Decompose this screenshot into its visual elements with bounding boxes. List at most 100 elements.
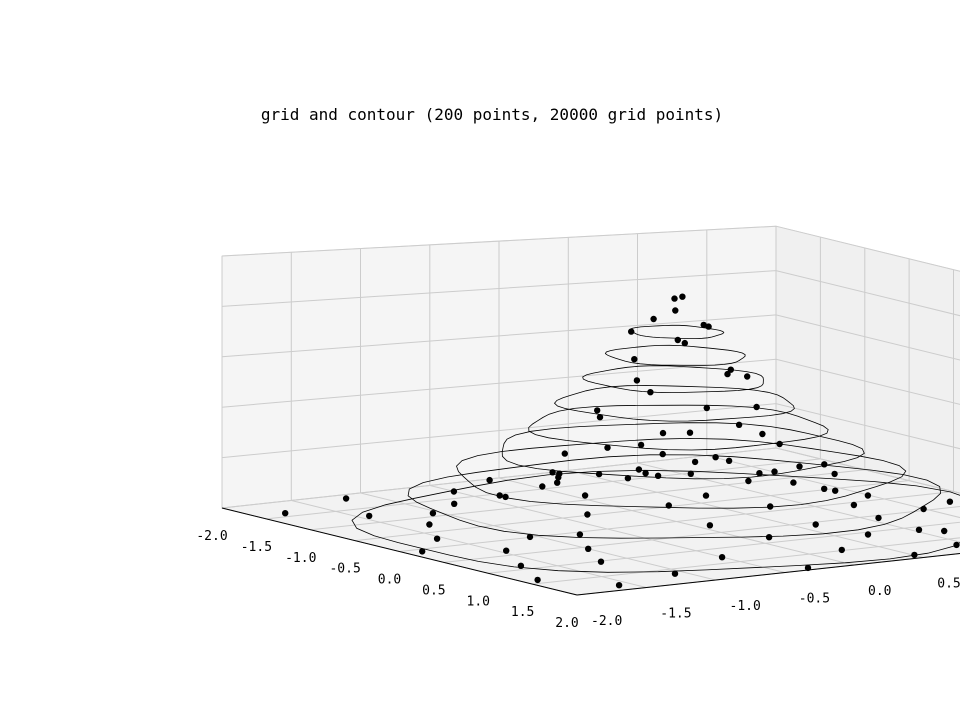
data-point xyxy=(366,512,373,520)
data-point xyxy=(831,470,838,478)
contour-line xyxy=(456,437,907,509)
data-point xyxy=(915,526,923,533)
data-point xyxy=(776,440,783,448)
data-point xyxy=(920,505,927,513)
data-point xyxy=(659,429,667,437)
data-point xyxy=(744,373,751,380)
data-point xyxy=(554,479,561,486)
data-point xyxy=(745,477,752,485)
contour-line xyxy=(604,344,746,366)
contour-line xyxy=(582,365,764,394)
contour-line xyxy=(528,404,829,451)
x-tick-label: 2.0 xyxy=(555,616,578,631)
y-axis-line xyxy=(576,553,960,596)
data-point xyxy=(864,531,872,538)
data-point xyxy=(631,356,638,363)
data-point xyxy=(735,421,743,428)
data-point xyxy=(451,500,458,507)
data-point xyxy=(426,521,433,528)
data-point xyxy=(433,535,441,542)
data-point xyxy=(647,389,654,396)
data-point xyxy=(691,458,699,466)
data-point xyxy=(946,498,954,505)
axes-lines xyxy=(221,507,960,596)
data-point xyxy=(718,554,726,561)
data-point xyxy=(702,492,710,499)
contour-line xyxy=(351,469,960,573)
data-point xyxy=(654,472,662,479)
data-point xyxy=(549,469,556,476)
data-point xyxy=(671,570,679,577)
y-tick-label: 0.0 xyxy=(868,584,891,599)
data-point xyxy=(635,466,643,473)
data-point xyxy=(864,492,872,499)
data-point xyxy=(712,454,719,461)
data-point xyxy=(687,470,694,477)
grid-line-x xyxy=(532,537,960,585)
data-point xyxy=(503,547,510,554)
data-point xyxy=(875,514,882,522)
data-point xyxy=(534,576,541,584)
data-point xyxy=(724,370,731,378)
data-point xyxy=(584,511,591,518)
data-point xyxy=(767,503,774,510)
data-point xyxy=(674,336,681,344)
data-point xyxy=(637,441,645,449)
data-point xyxy=(633,377,641,384)
data-point xyxy=(821,485,828,492)
data-point xyxy=(672,307,679,314)
data-point xyxy=(804,564,812,572)
data-point xyxy=(628,328,635,335)
chart-title: grid and contour (200 points, 20000 grid… xyxy=(261,105,723,124)
data-point xyxy=(706,522,714,529)
data-point xyxy=(642,470,649,477)
x-tick-label: -0.5 xyxy=(329,562,360,577)
x-axis-line xyxy=(221,507,578,596)
x-tick-label: 0.0 xyxy=(378,573,401,588)
data-point xyxy=(665,502,672,509)
data-point xyxy=(526,533,534,541)
data-point xyxy=(594,407,601,414)
data-point xyxy=(555,474,562,481)
data-point xyxy=(650,315,657,323)
data-point xyxy=(576,531,584,538)
grid-line-x xyxy=(443,506,960,563)
y-tick-label: -1.0 xyxy=(730,599,761,614)
contour-line xyxy=(407,454,942,539)
data-point xyxy=(765,534,773,541)
data-point xyxy=(911,551,918,559)
x-tick-label: 1.5 xyxy=(511,605,534,620)
grid-line-z xyxy=(221,447,960,509)
data-point xyxy=(585,545,592,552)
grid-line-z xyxy=(221,225,960,272)
data-point xyxy=(539,483,546,490)
data-point xyxy=(282,510,289,517)
data-point xyxy=(727,366,734,373)
data-point xyxy=(419,548,426,555)
data-point xyxy=(604,444,611,451)
data-point xyxy=(821,461,828,468)
tick-labels: -2.0-1.5-1.0-0.50.00.51.01.52.0 -2.0 -1.5-… xyxy=(196,529,960,631)
data-point xyxy=(953,541,960,549)
x-tick-label: 1.0 xyxy=(467,594,490,609)
y-tick-label: -2.0 xyxy=(591,614,622,629)
data-point xyxy=(725,457,733,464)
grid-line-x xyxy=(488,521,960,574)
data-point xyxy=(700,321,707,329)
data-point xyxy=(615,582,623,589)
data-point xyxy=(597,558,605,565)
data-point xyxy=(429,510,437,517)
data-point xyxy=(838,546,845,554)
contour-line xyxy=(629,324,725,340)
data-point xyxy=(686,429,694,436)
data-point xyxy=(496,492,503,499)
data-point xyxy=(671,295,678,302)
y-tick-label: 0.5 xyxy=(937,577,960,592)
data-point xyxy=(517,562,525,569)
data-point xyxy=(756,470,763,477)
data-point xyxy=(753,403,760,411)
data-point xyxy=(624,475,632,482)
scatter-points xyxy=(282,293,960,589)
grid-line-z xyxy=(221,270,960,317)
data-point xyxy=(850,501,858,509)
